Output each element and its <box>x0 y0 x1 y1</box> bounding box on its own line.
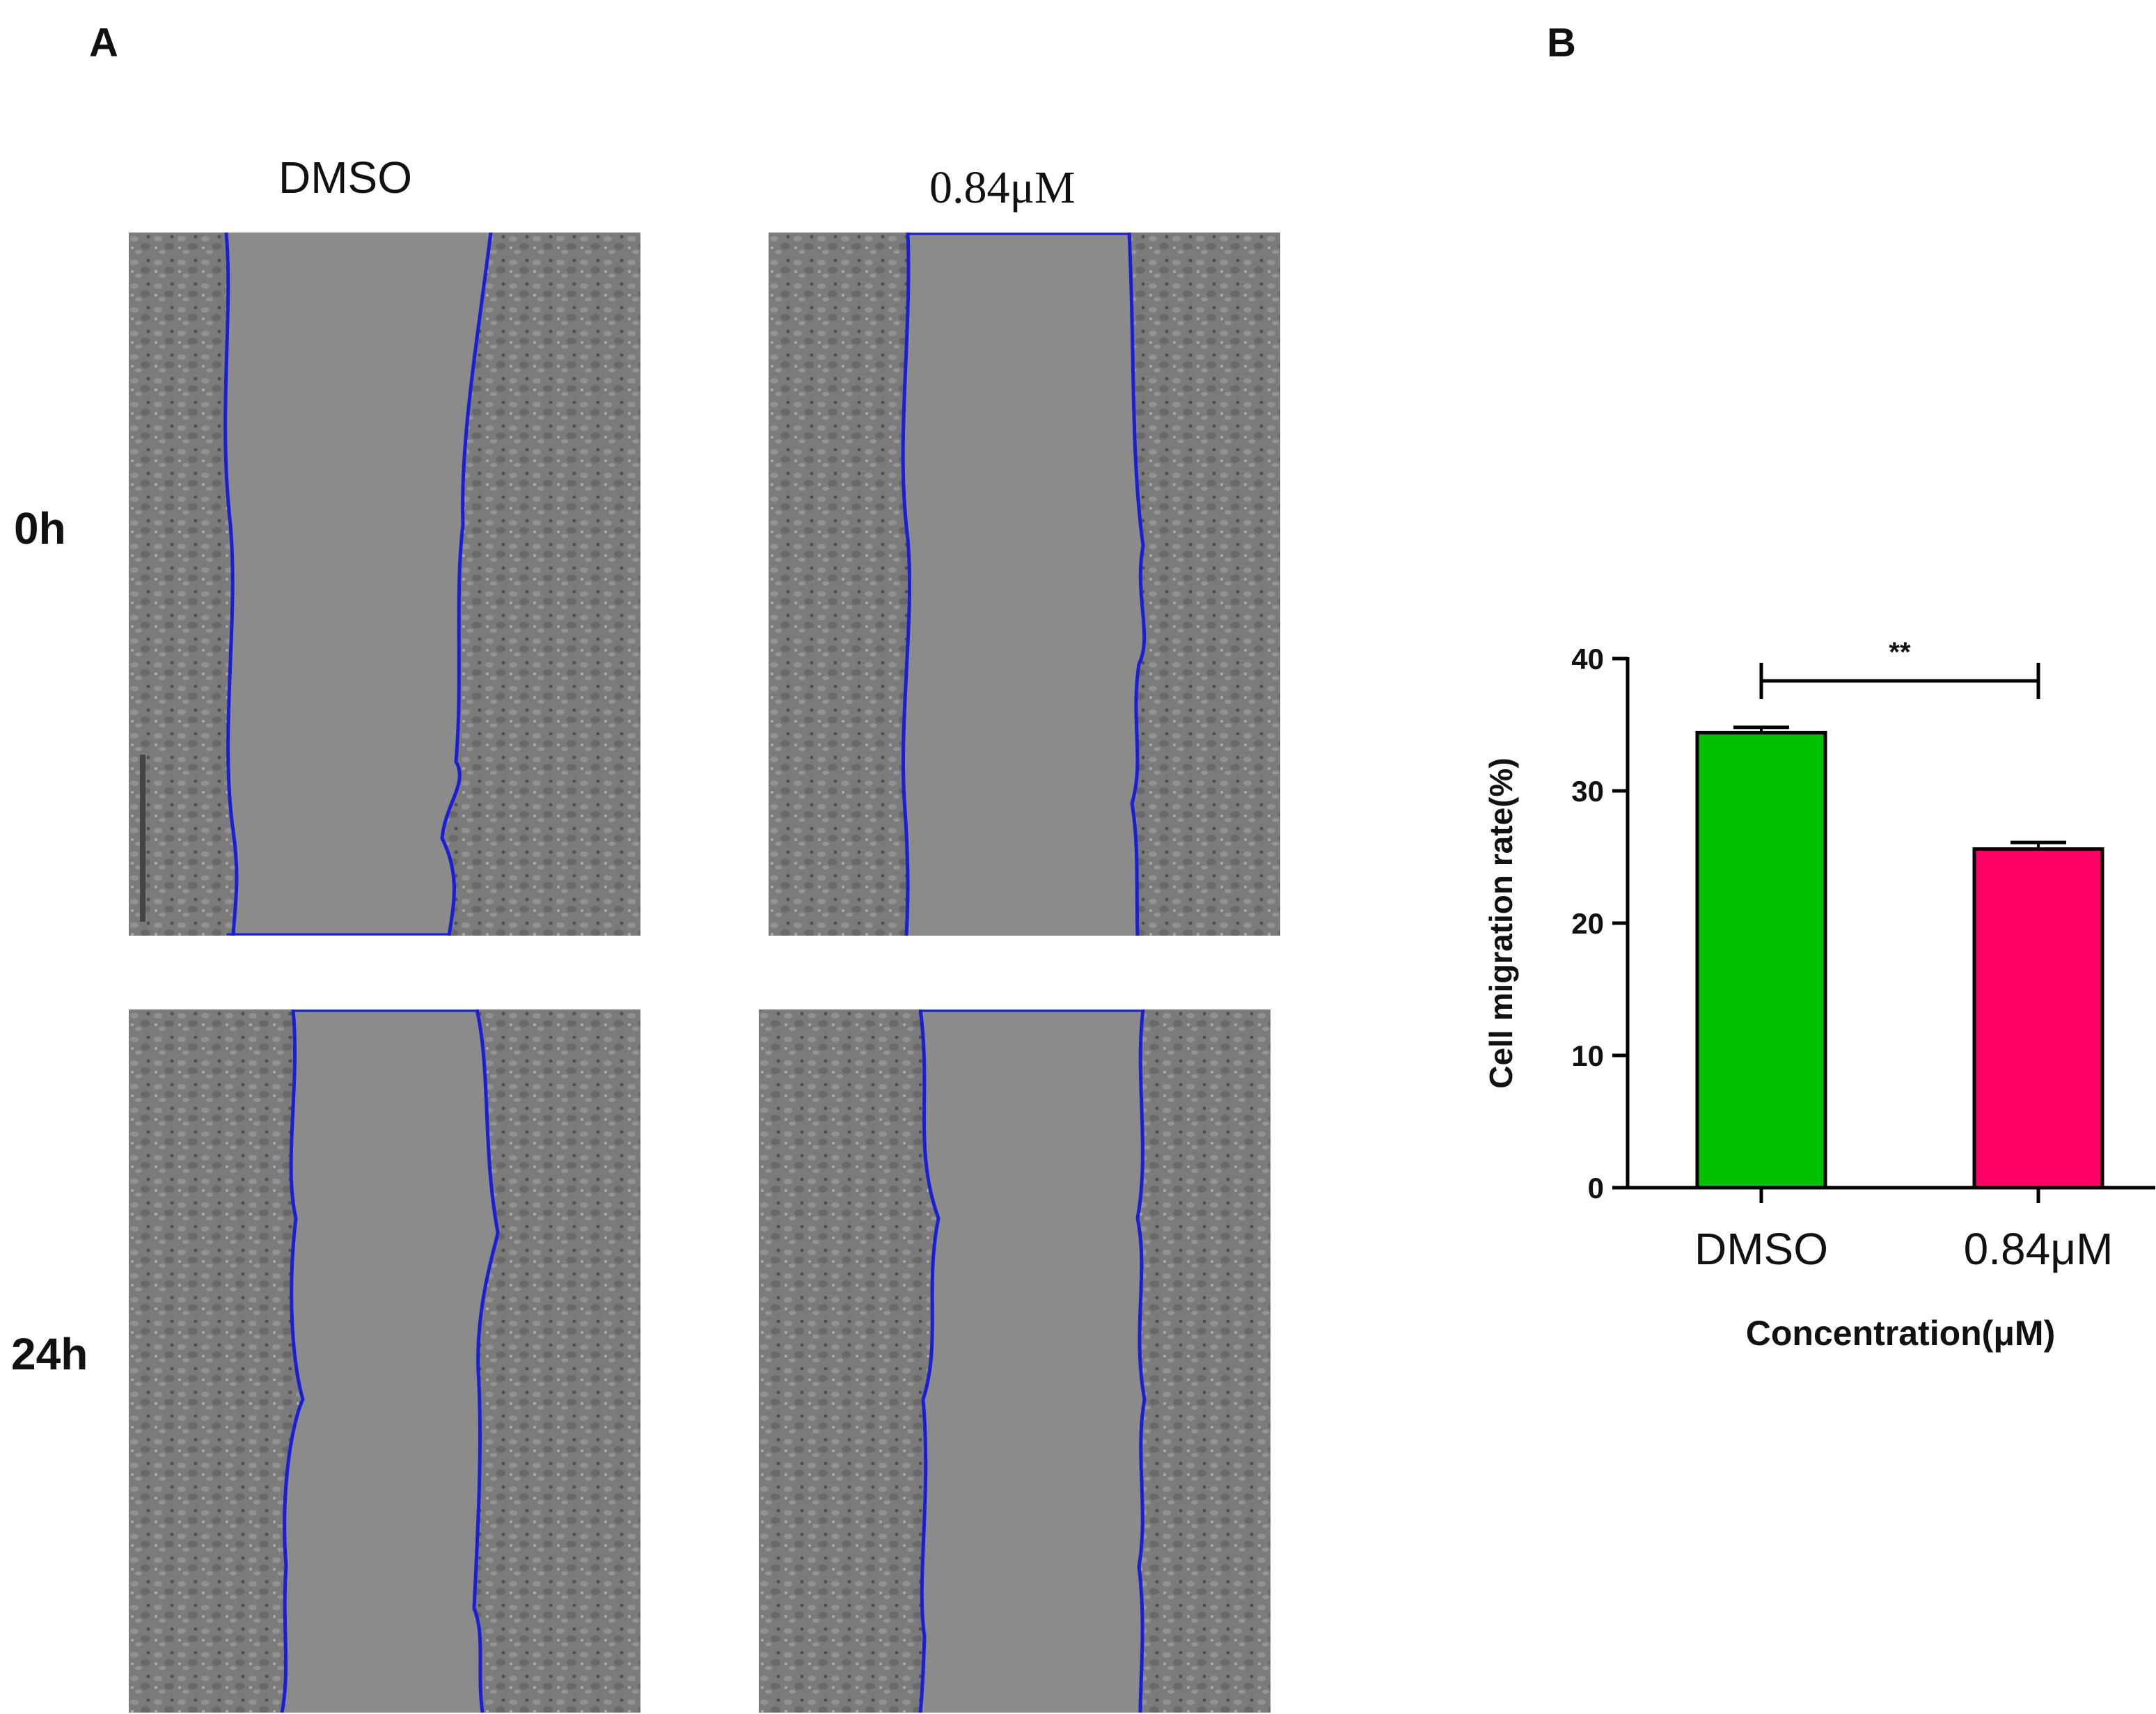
bar-0 <box>1695 730 1827 1190</box>
panel-letter-a: A <box>89 20 118 65</box>
y-tick-label: 20 <box>1571 907 1604 940</box>
row-label-24h: 24h <box>11 1329 88 1379</box>
migration-bar-chart: 0 10 20 30 40 DMSO 0.84μM ** Cell migration r… <box>1483 637 2155 1353</box>
y-axis-label: Cell migration rate(%) <box>1483 757 1519 1088</box>
bar-1 <box>1972 847 2104 1190</box>
significance-label: ** <box>1889 637 1911 668</box>
y-tick-label: 0 <box>1588 1172 1604 1204</box>
column-label-treated: 0.84μM <box>929 162 1076 213</box>
micrograph-dmso-24h <box>129 1009 640 1713</box>
column-label-dmso: DMSO <box>278 152 412 203</box>
x-tick-label: 0.84μM <box>1964 1224 2114 1274</box>
y-tick-label: 40 <box>1571 643 1604 675</box>
micrograph-treated-24h <box>759 1009 1270 1713</box>
y-tick-label: 30 <box>1571 775 1604 808</box>
row-label-0h: 0h <box>14 503 66 553</box>
micrograph-dmso-0h <box>129 233 640 936</box>
panel-letter-b: B <box>1547 20 1576 65</box>
y-tick-label: 10 <box>1571 1039 1604 1072</box>
x-axis-label: Concentration(μM) <box>1746 1314 2055 1353</box>
micrograph-treated-0h <box>769 233 1280 936</box>
x-tick-label: DMSO <box>1694 1224 1828 1274</box>
